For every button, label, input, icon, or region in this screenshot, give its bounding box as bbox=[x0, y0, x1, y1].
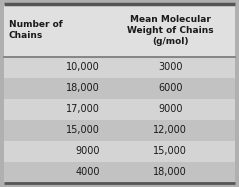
Text: 9000: 9000 bbox=[158, 104, 183, 114]
Text: 3000: 3000 bbox=[158, 62, 183, 72]
Text: 12,000: 12,000 bbox=[153, 125, 187, 135]
Text: 17,000: 17,000 bbox=[66, 104, 100, 114]
Text: Mean Molecular
Weight of Chains
(g/mol): Mean Molecular Weight of Chains (g/mol) bbox=[127, 15, 214, 46]
Text: 18,000: 18,000 bbox=[153, 168, 187, 177]
Bar bbox=[4, 4, 235, 57]
Bar bbox=[4, 57, 235, 78]
Text: 15,000: 15,000 bbox=[66, 125, 100, 135]
Text: 10,000: 10,000 bbox=[66, 62, 100, 72]
Bar bbox=[4, 141, 235, 162]
Text: Number of
Chains: Number of Chains bbox=[9, 20, 63, 40]
Text: 18,000: 18,000 bbox=[66, 83, 100, 93]
Bar bbox=[4, 162, 235, 183]
Text: 9000: 9000 bbox=[75, 146, 100, 157]
Text: 4000: 4000 bbox=[75, 168, 100, 177]
Bar bbox=[4, 78, 235, 99]
Bar bbox=[4, 99, 235, 120]
Text: 6000: 6000 bbox=[158, 83, 183, 93]
Text: 15,000: 15,000 bbox=[153, 146, 187, 157]
Bar bbox=[4, 120, 235, 141]
